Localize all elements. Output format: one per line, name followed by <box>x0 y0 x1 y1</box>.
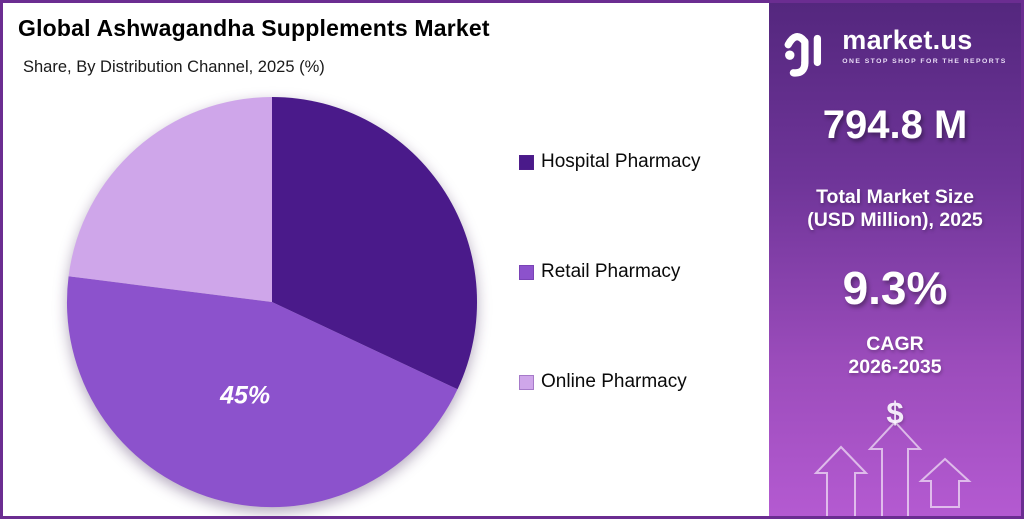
legend-item-online-pharmacy: Online Pharmacy <box>519 371 769 393</box>
pie-slice-hospital-pharmacy <box>272 97 478 390</box>
cagr-label: CAGR 2026-2035 <box>848 333 942 378</box>
chart-panel: Global Ashwagandha Supplements Market Sh… <box>3 3 775 516</box>
brand-logo: market.us ONE STOP SHOP FOR THE REPORTS <box>769 25 1021 77</box>
total-market-size-label: Total Market Size (USD Million), 2025 <box>807 186 983 231</box>
legend-label: Online Pharmacy <box>541 371 687 392</box>
pie-slice-online-pharmacy <box>68 97 272 302</box>
legend-label: Retail Pharmacy <box>541 261 681 282</box>
pie-data-label: 45% <box>219 382 270 410</box>
legend-label: Hospital Pharmacy <box>541 151 701 172</box>
legend-swatch-online-pharmacy <box>519 374 534 390</box>
growth-arrows-icon <box>813 421 972 516</box>
chart-subtitle: Share, By Distribution Channel, 2025 (%) <box>23 58 325 76</box>
dollar-icon: $ <box>886 395 904 430</box>
brand-tagline: ONE STOP SHOP FOR THE REPORTS <box>842 58 1007 65</box>
brand-logo-text: market.us ONE STOP SHOP FOR THE REPORTS <box>842 25 1006 65</box>
pie-chart: 45% <box>66 97 478 508</box>
total-market-size-value: 794.8 M <box>822 103 968 147</box>
page-title: Global Ashwagandha Supplements Market <box>18 15 490 41</box>
legend-item-hospital-pharmacy: Hospital Pharmacy <box>519 151 769 173</box>
brand-name: market.us <box>842 25 973 55</box>
legend-swatch-retail-pharmacy <box>519 264 534 280</box>
pie-slice-retail-pharmacy <box>66 276 458 508</box>
cagr-value: 9.3% <box>842 262 948 314</box>
pie-legend: Hospital Pharmacy Retail Pharmacy Online… <box>519 151 769 393</box>
brand-sidebar: market.us ONE STOP SHOP FOR THE REPORTS … <box>769 3 1021 516</box>
legend-swatch-hospital-pharmacy <box>519 154 534 170</box>
legend-item-retail-pharmacy: Retail Pharmacy <box>519 261 769 283</box>
marketus-logo-icon <box>784 33 822 77</box>
